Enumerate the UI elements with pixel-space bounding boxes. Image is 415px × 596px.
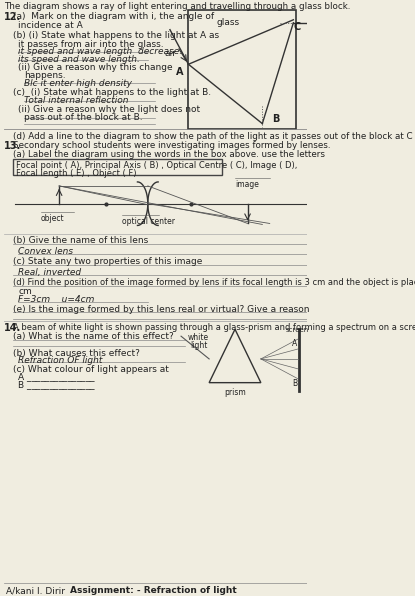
Text: Total internal reflection: Total internal reflection: [24, 96, 129, 105]
Text: its speed and wave length.: its speed and wave length.: [18, 55, 139, 64]
Text: (a)  Mark on the diagram with i, the angle of: (a) Mark on the diagram with i, the angl…: [13, 12, 215, 21]
Text: B: B: [272, 114, 279, 124]
Text: (c) State any two properties of this image: (c) State any two properties of this ima…: [13, 257, 203, 266]
Text: (b) Give the name of this lens: (b) Give the name of this lens: [13, 237, 149, 246]
Text: A: A: [176, 67, 183, 77]
Text: B: B: [292, 378, 297, 388]
Bar: [13, 159, 222, 175]
Text: (c)  (i) State what happens to the light at B.: (c) (i) State what happens to the light …: [13, 88, 211, 97]
Text: prism: prism: [224, 387, 246, 396]
Text: Secondary school students were investigating images formed by lenses.: Secondary school students were investiga…: [13, 141, 331, 150]
Text: Assignment: - Refraction of light: Assignment: - Refraction of light: [70, 586, 237, 595]
Text: incidence at A: incidence at A: [18, 21, 83, 30]
Text: it speed and wave length  decrease.: it speed and wave length decrease.: [18, 48, 182, 57]
Text: F=3cm    u=4cm: F=3cm u=4cm: [19, 294, 95, 303]
Text: (b) (i) State what happens to the light at A as: (b) (i) State what happens to the light …: [13, 30, 220, 40]
Text: 12.: 12.: [4, 12, 21, 22]
Text: Blc it enter high density: Blc it enter high density: [24, 79, 132, 88]
Text: Real, inverted: Real, inverted: [19, 268, 82, 277]
Text: A beam of white light is shown passing through a glass-prism and forming a spect: A beam of white light is shown passing t…: [13, 323, 415, 333]
Text: (ii) Give a reason why this change: (ii) Give a reason why this change: [18, 63, 172, 72]
Text: (ii) Give a reason why the light does not: (ii) Give a reason why the light does no…: [18, 105, 200, 114]
Text: object: object: [41, 213, 64, 222]
Text: C: C: [293, 21, 300, 32]
Text: screen: screen: [286, 327, 309, 333]
Text: (e) Is the image formed by this lens real or virtual? Give a reason: (e) Is the image formed by this lens rea…: [13, 305, 310, 313]
Text: Refraction OF light: Refraction OF light: [19, 356, 103, 365]
Bar: [188, 10, 295, 129]
Text: 14.: 14.: [4, 323, 21, 333]
Text: pass out of the block at B.: pass out of the block at B.: [24, 113, 143, 122]
Text: it passes from air into the glass.: it passes from air into the glass.: [18, 39, 164, 48]
Text: B _______________: B _______________: [19, 380, 95, 389]
Text: cm: cm: [19, 287, 32, 296]
Text: happens.: happens.: [24, 71, 66, 80]
Text: white: white: [188, 333, 209, 342]
Text: image: image: [235, 180, 259, 189]
Text: (b) What causes this effect?: (b) What causes this effect?: [13, 349, 140, 358]
Text: (a) Label the diagram using the words in the box above. use the letters: (a) Label the diagram using the words in…: [13, 150, 325, 159]
Text: optical center: optical center: [122, 216, 175, 225]
Text: Focal point ( A), Principal Axis ( B) , Optical Centre ( C), Image ( D),: Focal point ( A), Principal Axis ( B) , …: [16, 161, 298, 170]
Text: (d) Find the position of the image formed by lens if its focal length is 3 cm an: (d) Find the position of the image forme…: [13, 278, 415, 287]
Text: (d) Add a line to the diagram to show the path of the light as it passes out of : (d) Add a line to the diagram to show th…: [13, 132, 413, 141]
Text: A _______________: A _______________: [19, 372, 95, 381]
Text: A/kani I. Dirir: A/kani I. Dirir: [6, 586, 65, 595]
Text: (c) What colour of light appears at: (c) What colour of light appears at: [13, 365, 169, 374]
Text: 13.: 13.: [4, 141, 21, 151]
Text: Focal length ( E) , Object ( F): Focal length ( E) , Object ( F): [16, 169, 137, 178]
Text: The diagram shows a ray of light entering and travelling through a glass block.: The diagram shows a ray of light enterin…: [4, 2, 350, 11]
Text: glass: glass: [217, 18, 239, 27]
Text: light: light: [190, 341, 208, 350]
Text: A: A: [292, 339, 297, 348]
Text: air: air: [164, 49, 176, 58]
Text: Convex lens: Convex lens: [19, 247, 73, 256]
Text: (a) What is the name of this effect?: (a) What is the name of this effect?: [13, 332, 174, 342]
